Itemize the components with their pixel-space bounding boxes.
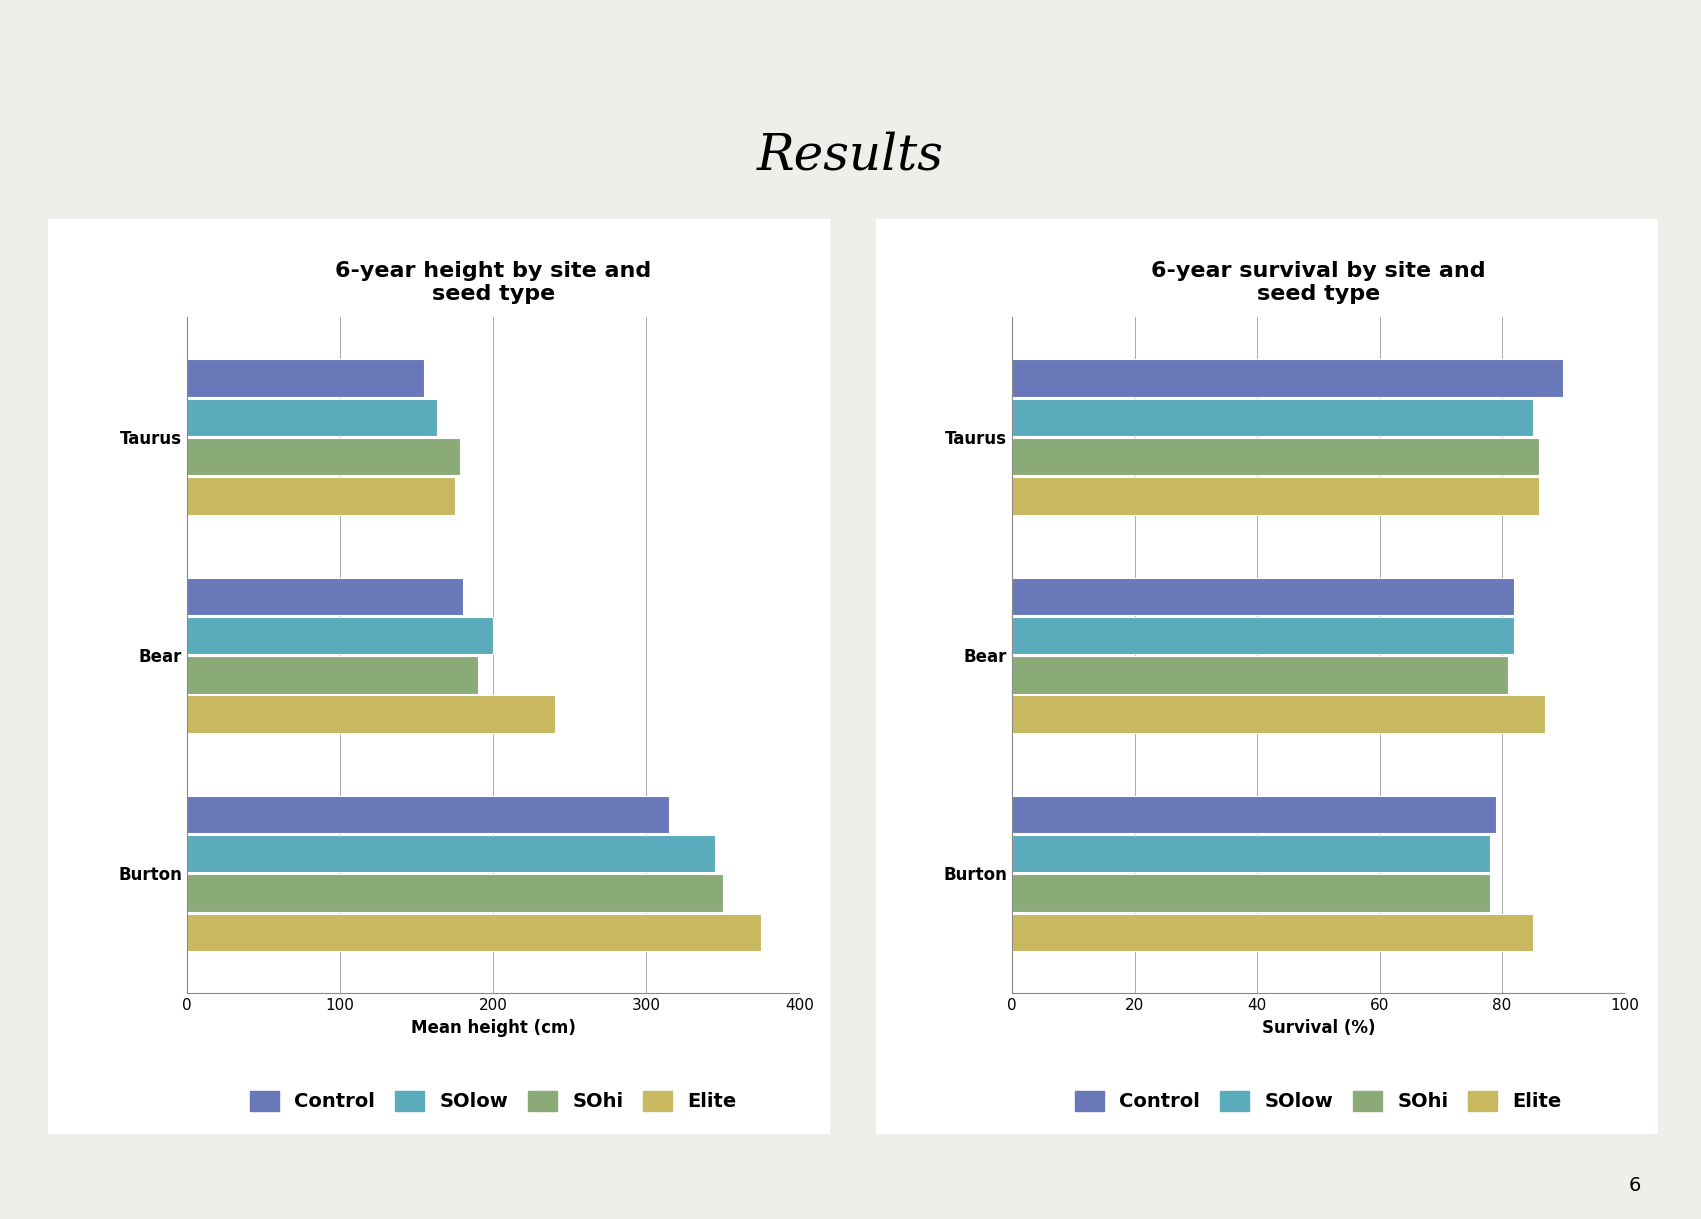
Bar	[1012, 696, 1545, 733]
Bar	[187, 874, 723, 912]
Title: 6-year survival by site and
seed type: 6-year survival by site and seed type	[1152, 261, 1485, 305]
Bar	[1012, 796, 1495, 834]
Bar	[1012, 360, 1563, 396]
Bar	[187, 656, 478, 694]
Bar	[187, 796, 668, 834]
Bar	[1012, 874, 1490, 912]
Legend: Control, SOlow, SOhi, Elite: Control, SOlow, SOhi, Elite	[242, 1082, 745, 1119]
Bar	[187, 578, 463, 614]
Bar	[1012, 438, 1539, 475]
Bar	[1012, 617, 1514, 655]
Bar	[1012, 477, 1539, 514]
Bar	[187, 360, 424, 396]
Bar	[1012, 835, 1490, 873]
Bar	[187, 617, 493, 655]
FancyBboxPatch shape	[868, 210, 1667, 1143]
Bar	[187, 835, 714, 873]
Text: Results: Results	[757, 130, 944, 180]
Legend: Control, SOlow, SOhi, Elite: Control, SOlow, SOhi, Elite	[1067, 1082, 1570, 1119]
Bar	[187, 438, 459, 475]
Bar	[187, 914, 762, 951]
Text: 6: 6	[1630, 1175, 1641, 1195]
Bar	[187, 399, 437, 436]
Bar	[187, 477, 454, 514]
Title: 6-year height by site and
seed type: 6-year height by site and seed type	[335, 261, 651, 305]
X-axis label: Survival (%): Survival (%)	[1262, 1019, 1374, 1037]
X-axis label: Mean height (cm): Mean height (cm)	[412, 1019, 575, 1037]
Bar	[1012, 914, 1533, 951]
Bar	[1012, 656, 1509, 694]
Bar	[187, 696, 555, 733]
FancyBboxPatch shape	[39, 210, 839, 1143]
Bar	[1012, 578, 1514, 614]
Bar	[1012, 399, 1533, 436]
